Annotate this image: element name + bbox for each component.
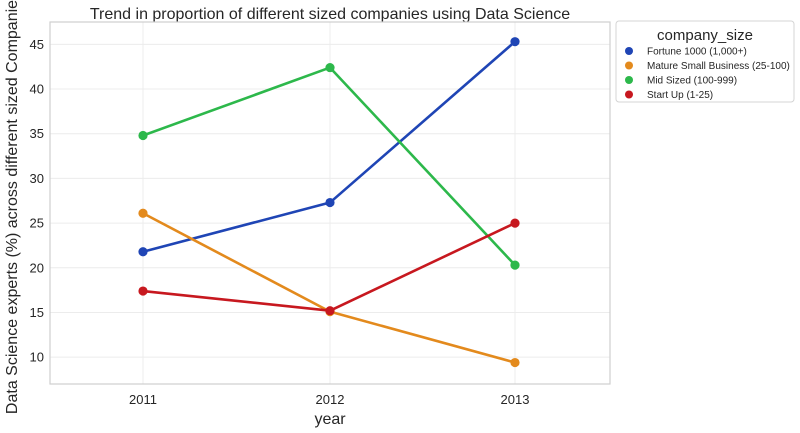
series-2 <box>138 62 520 270</box>
legend-marker <box>625 47 633 55</box>
x-tick-label: 2012 <box>316 392 345 407</box>
legend-item: Mature Small Business (25-100) <box>625 61 790 72</box>
series-line <box>141 211 517 364</box>
legend-title: company_size <box>657 27 753 44</box>
y-axis-label: Data Science experts (%) across differen… <box>4 0 21 414</box>
x-tick-label: 2011 <box>129 392 157 407</box>
data-point <box>325 62 335 73</box>
legend-box <box>615 20 795 103</box>
legend-items: Fortune 1000 (1,000+) Mature Small Busine… <box>625 47 790 101</box>
data-point <box>138 130 148 141</box>
data-point <box>138 286 148 296</box>
series-line <box>141 66 517 267</box>
legend-item: Start Up (1-25) <box>625 90 713 101</box>
y-tick-label: 45 <box>30 37 44 52</box>
data-point <box>510 260 520 270</box>
y-tick-label: 25 <box>30 216 44 231</box>
legend-marker <box>625 76 633 84</box>
data-point <box>325 197 335 208</box>
legend-item: Mid Sized (100-999) <box>625 76 737 87</box>
legend-label: Fortune 1000 (1,000+) <box>647 47 747 58</box>
series-line <box>141 40 517 254</box>
legend: company_size Fortune 1000 (1,000+) Mature… <box>615 20 795 103</box>
data-point <box>510 37 520 47</box>
data-point <box>325 306 335 316</box>
data-point <box>138 247 148 257</box>
series-layer <box>138 37 520 368</box>
x-tick-label: 2013 <box>501 392 530 407</box>
chart-title: Trend in proportion of different sized c… <box>90 6 570 23</box>
legend-label: Mature Small Business (25-100) <box>647 61 790 72</box>
data-point <box>510 357 520 368</box>
y-tick-label: 30 <box>30 171 44 186</box>
legend-label: Start Up (1-25) <box>647 90 713 101</box>
series-0 <box>138 37 520 257</box>
y-tick-label: 10 <box>30 350 44 365</box>
series-1 <box>138 208 520 368</box>
legend-marker <box>625 90 633 99</box>
y-tick-label: 40 <box>30 82 44 97</box>
series-3 <box>138 218 520 316</box>
data-point <box>138 208 148 218</box>
x-axis: 2011 2012 2013 <box>129 392 529 407</box>
data-point <box>510 218 520 228</box>
plot-area <box>49 21 611 385</box>
y-axis: 10 15 20 25 30 35 40 45 <box>30 37 44 365</box>
legend-label: Mid Sized (100-999) <box>647 76 737 87</box>
legend-item: Fortune 1000 (1,000+) <box>625 47 747 58</box>
y-tick-label: 35 <box>30 126 44 141</box>
legend-marker <box>625 61 633 70</box>
y-tick-label: 20 <box>30 260 44 275</box>
y-tick-label: 15 <box>30 305 44 320</box>
x-axis-label: year <box>314 411 346 428</box>
